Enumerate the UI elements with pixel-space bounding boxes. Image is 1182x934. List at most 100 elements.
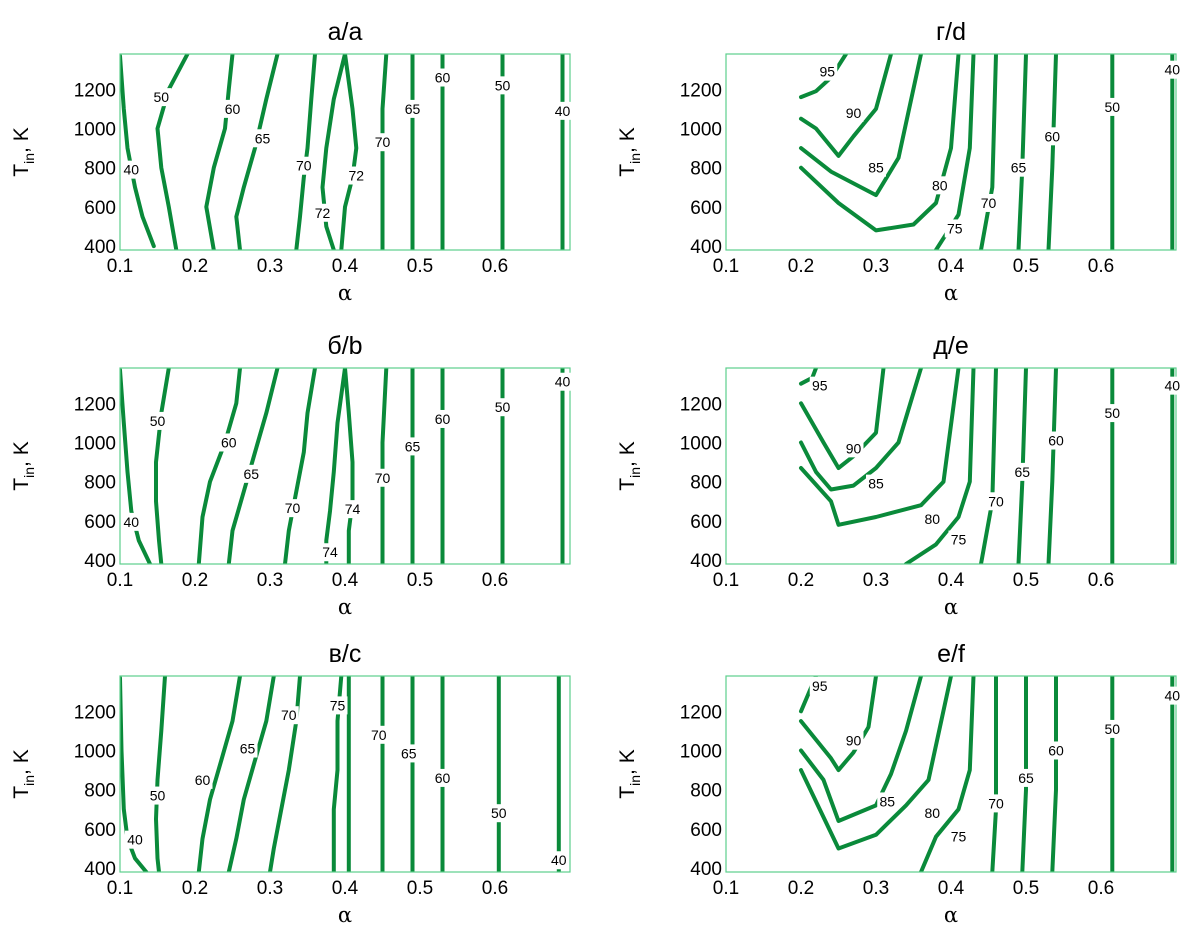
chart-5-contour-label-bg-2 xyxy=(877,792,898,811)
chart-5-contour-label-bg-0 xyxy=(809,676,830,695)
chart-0-contour-label-4: 70 xyxy=(296,158,312,174)
chart-0-xtick-0: 0.1 xyxy=(107,256,133,277)
chart-2-contour-line-70-4 xyxy=(283,368,317,564)
chart-4-ytick-0: 400 xyxy=(84,859,116,880)
chart-2-ytick-1: 600 xyxy=(84,512,116,533)
chart-4: в/c 40 50 60 65 70 75 70 65 60 50 40 0.1 0.2 0.3 0.4 0.5… xyxy=(10,640,571,927)
chart-5-contour-label-bg-7 xyxy=(1046,741,1066,760)
chart-1-contour-label-bg-0 xyxy=(817,62,838,81)
chart-5-frame xyxy=(725,675,1177,873)
chart-2-xtick-4: 0.5 xyxy=(407,570,433,591)
chart-3-title: д/e xyxy=(933,332,968,360)
chart-5-contour-label-1: 90 xyxy=(846,733,862,749)
chart-5-ytick-4: 1200 xyxy=(680,702,722,723)
chart-5-contour-label-2: 85 xyxy=(879,793,895,809)
chart-2-contour-line-70-7 xyxy=(380,368,389,564)
chart-1-ylabel-unit: , K xyxy=(616,127,639,153)
chart-3-contour-label-bg-3 xyxy=(922,509,943,528)
chart-4-xtick-3: 0.4 xyxy=(332,878,359,899)
chart-0-title: а/a xyxy=(328,18,363,46)
chart-1-xlabel: α xyxy=(944,281,958,305)
chart-0-contour-label-2: 60 xyxy=(225,101,241,117)
chart-2-contour-label-bg-8 xyxy=(402,437,423,456)
chart-1-contour-label-5: 70 xyxy=(981,195,997,211)
chart-1-contour-label-bg-3 xyxy=(929,176,950,195)
chart-4-ytick-4: 1200 xyxy=(74,702,116,723)
chart-4-contour-line-65-3 xyxy=(226,676,276,872)
chart-3-contour-line-65-6 xyxy=(1016,368,1028,564)
chart-5-contour-label-bg-4 xyxy=(948,827,969,846)
chart-5-title: е/f xyxy=(937,640,965,668)
chart-2-ytick-0: 400 xyxy=(84,551,116,572)
chart-3-xtick-2: 0.3 xyxy=(863,570,889,591)
chart-4-contour-label-1: 50 xyxy=(150,788,166,804)
chart-3-xtick-4: 0.5 xyxy=(1013,570,1039,591)
chart-1-ytick-2: 800 xyxy=(690,159,722,180)
chart-3-ytick-2: 800 xyxy=(690,473,722,494)
chart-0-contour-label-bg-6 xyxy=(346,166,367,185)
chart-4-contour-line-50-1 xyxy=(154,676,167,872)
chart-2-contour-line-74-6 xyxy=(343,368,355,564)
chart-5-contour-label-bg-1 xyxy=(843,731,864,750)
chart-2-contour-label-9: 60 xyxy=(435,411,451,427)
chart-1-contour-line-60-7 xyxy=(1046,54,1058,250)
chart-0-contour-line-70-7 xyxy=(380,54,389,250)
chart-3-contour-line-75-4 xyxy=(904,368,976,564)
chart-1-contour-label-3: 80 xyxy=(932,177,948,193)
chart-3-contour-label-bg-0 xyxy=(809,376,830,395)
chart-0-ytick-1: 600 xyxy=(84,198,116,219)
chart-5-contour-label-9: 40 xyxy=(1164,688,1180,704)
chart-2-contour-label-10: 50 xyxy=(495,399,511,415)
chart-0-contour-label-bg-2 xyxy=(222,99,243,118)
chart-2-contour-label-bg-9 xyxy=(432,409,453,428)
chart-0-contour-label-bg-5 xyxy=(312,203,333,222)
chart-4-xtick-2: 0.3 xyxy=(257,878,283,899)
chart-0-contour-line-50-1 xyxy=(155,54,190,250)
chart-1-xtick-4: 0.5 xyxy=(1013,256,1039,277)
chart-3-contour-label-bg-2 xyxy=(866,474,886,493)
chart-4-xtick-1: 0.2 xyxy=(182,878,208,899)
chart-3-contour-label-5: 70 xyxy=(988,493,1004,509)
chart-3-contour-line-60-7 xyxy=(1046,368,1058,564)
chart-5-contour-line-80-3 xyxy=(799,676,953,851)
chart-3-ylabel-main: T xyxy=(616,478,639,491)
chart-5-xtick-1: 0.2 xyxy=(788,878,814,899)
chart-3-contour-line-80-3 xyxy=(799,368,961,527)
chart-2-contour-label-6: 74 xyxy=(345,501,361,517)
chart-0-contour-label-bg-1 xyxy=(151,88,172,107)
chart-3-contour-label-bg-7 xyxy=(1046,431,1066,450)
chart-5-xtick-0: 0.1 xyxy=(713,878,739,899)
chart-1-frame xyxy=(725,53,1177,251)
chart-1-contour-label-4: 75 xyxy=(947,220,963,236)
chart-1-contour-label-1: 90 xyxy=(846,105,862,121)
chart-5-xtick-2: 0.3 xyxy=(863,878,889,899)
chart-3-contour-line-85-2 xyxy=(799,368,923,492)
chart-0-contour-label-7: 70 xyxy=(375,134,391,150)
chart-2-contour-label-11: 40 xyxy=(555,374,571,390)
chart-0-contour-line-65-3 xyxy=(234,54,280,250)
chart-2-contour-label-bg-10 xyxy=(492,398,513,417)
chart-2-contour-label-bg-4 xyxy=(282,499,303,518)
chart-5-ylabel-unit: , K xyxy=(616,749,639,775)
chart-4-xtick-4: 0.5 xyxy=(407,878,433,899)
chart-5-contour-line-70-5 xyxy=(990,676,998,872)
chart-5-contour-label-bg-9 xyxy=(1162,686,1182,705)
chart-5-xlabel: α xyxy=(944,903,958,927)
chart-5-ytick-2: 800 xyxy=(690,781,722,802)
chart-1-contour-label-bg-1 xyxy=(843,103,864,122)
chart-2-contour-label-bg-1 xyxy=(147,411,168,430)
chart-4-ylabel-unit: , K xyxy=(10,749,33,775)
chart-0-ylabel-sub: in xyxy=(21,153,37,164)
chart-1-contour-label-bg-7 xyxy=(1042,127,1063,146)
chart-1-contour-line-65-6 xyxy=(1016,54,1028,250)
chart-4-contour-label-bg-2 xyxy=(192,770,213,789)
chart-0-contour-label-9: 60 xyxy=(435,70,451,86)
chart-1-ylabel-main: T xyxy=(616,164,639,177)
chart-4-contour-label-7: 65 xyxy=(401,745,417,761)
chart-2-contours xyxy=(120,368,565,564)
chart-3-contour-label-2: 85 xyxy=(868,476,884,492)
chart-0-contour-label-5: 72 xyxy=(315,205,331,221)
chart-2-contour-label-8: 65 xyxy=(405,438,421,454)
chart-3-ylabel-sub: in xyxy=(627,467,643,478)
